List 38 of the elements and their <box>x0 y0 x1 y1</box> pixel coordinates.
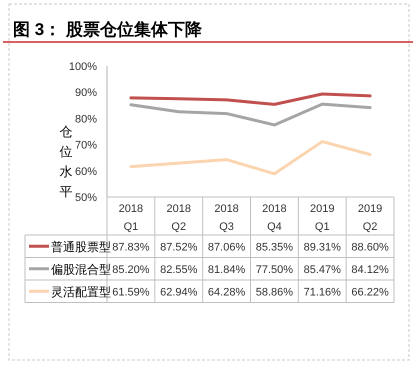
x-tick-label: 2018 Q1 <box>118 203 144 233</box>
data-label: 61.59% <box>112 286 150 298</box>
x-tick-label: 2018 Q4 <box>262 203 287 233</box>
x-tick-label: 2018 Q3 <box>214 203 239 233</box>
y-tick-label: 90% <box>74 87 98 100</box>
data-label: 82.55% <box>160 264 198 276</box>
x-tick-label: 2019 Q1 <box>310 203 334 233</box>
data-label: 88.60% <box>351 241 389 254</box>
legend-label: 偏股混合型 <box>51 262 111 276</box>
data-label: 62.94% <box>160 286 198 298</box>
data-label: 87.06% <box>208 241 246 254</box>
y-tick-label: 80% <box>74 113 98 126</box>
x-tick-label: 2019 Q2 <box>358 203 382 233</box>
data-label: 71.16% <box>304 286 342 298</box>
y-tick-label: 100% <box>68 61 98 73</box>
data-label: 85.35% <box>256 241 294 254</box>
legend-label: 普通股票型 <box>51 240 111 254</box>
line-series <box>129 92 372 106</box>
y-tick-label: 60% <box>74 166 98 178</box>
data-label: 87.83% <box>112 241 150 254</box>
data-label: 58.86% <box>256 286 294 298</box>
x-tick-label: 2018 Q2 <box>166 203 191 233</box>
line-series <box>129 102 372 126</box>
data-label: 84.12% <box>351 264 389 276</box>
y-tick-label: 70% <box>74 140 98 152</box>
data-label: 81.84% <box>208 264 246 276</box>
chart-title: 图 3： 股票仓位集体下降 <box>13 20 203 39</box>
line-series <box>129 140 372 176</box>
data-label: 87.52% <box>160 241 198 254</box>
y-tick-label: 50% <box>74 192 98 204</box>
legend-label: 灵活配置型 <box>51 284 111 299</box>
data-label: 64.28% <box>208 286 246 298</box>
y-axis-title: 仓位水平 <box>60 124 72 199</box>
data-label: 85.20% <box>112 264 150 276</box>
data-label: 89.31% <box>304 241 342 254</box>
data-label: 66.22% <box>351 286 389 298</box>
data-label: 77.50% <box>256 264 294 276</box>
data-label: 85.47% <box>304 264 342 276</box>
